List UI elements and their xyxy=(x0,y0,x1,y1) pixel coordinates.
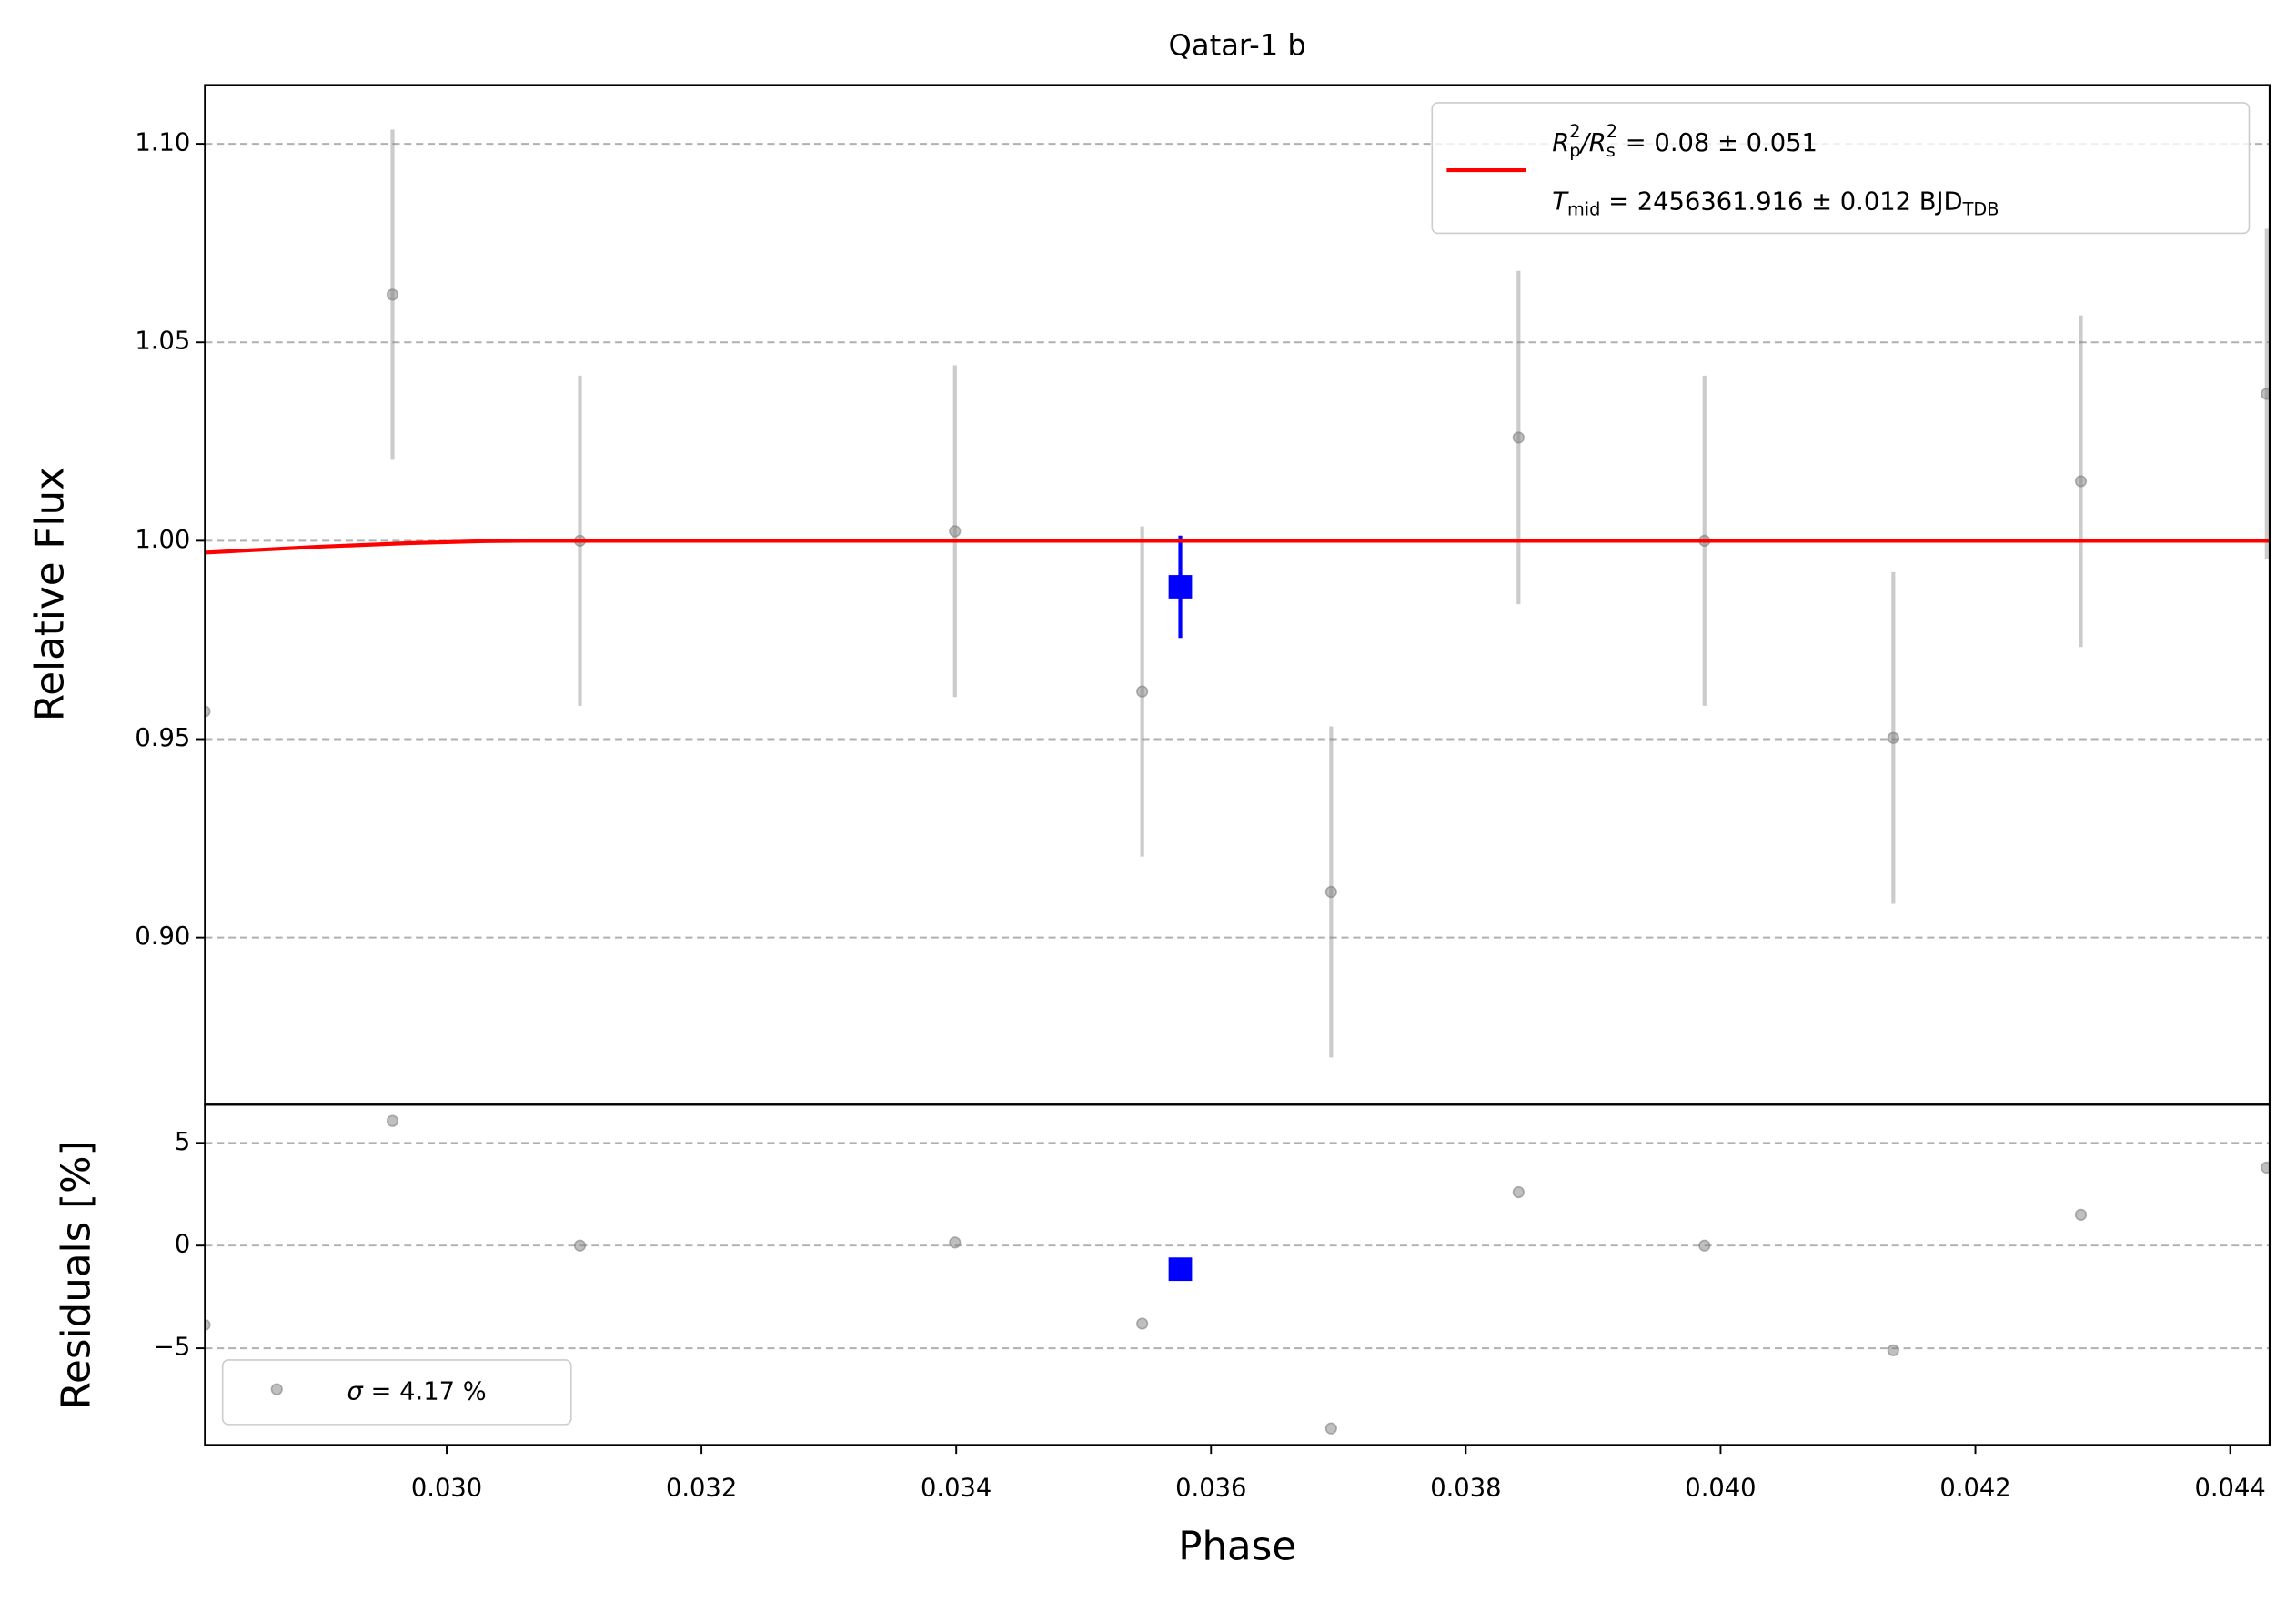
y-tick-label: 1.05 xyxy=(135,327,190,356)
axes-frame xyxy=(204,1103,2271,1446)
legend-box xyxy=(1431,102,2251,235)
x-axis-label: Phase xyxy=(1178,1524,1296,1569)
data-point xyxy=(2261,1161,2271,1174)
data-point xyxy=(1698,1239,1711,1252)
data-point xyxy=(2261,388,2271,400)
data-point xyxy=(573,1239,587,1252)
data-point xyxy=(1324,1422,1337,1435)
model-line xyxy=(205,539,2271,555)
binned-point xyxy=(1168,1257,1193,1282)
legend-label-part: 2 xyxy=(1569,121,1580,142)
data-point xyxy=(1324,885,1337,899)
legend-label-part: = 0.08 ± 0.051 xyxy=(1617,129,1818,157)
legend-label-part: T xyxy=(1552,187,1569,216)
data-point xyxy=(949,525,962,538)
data-point xyxy=(1887,731,1899,744)
legend-label-part: /R xyxy=(1579,129,1606,157)
y-tick-label: 1.10 xyxy=(135,129,190,157)
legend-label-part: 2 xyxy=(1606,121,1617,142)
data-point xyxy=(1136,1317,1149,1330)
data-point xyxy=(1136,685,1149,698)
x-tick-label: 0.038 xyxy=(1430,1474,1501,1502)
y-tick-label: 0.95 xyxy=(135,724,190,752)
binned-point xyxy=(1168,575,1193,599)
series-layer xyxy=(205,1114,2271,1435)
plot-area: 0.900.951.001.051.10 Rp2/Rs2 = 0.08 ± 0.0… xyxy=(135,84,2271,1502)
x-tick-label: 0.032 xyxy=(666,1474,737,1502)
x-tick-label: 0.034 xyxy=(921,1474,992,1502)
legend-box xyxy=(221,1359,572,1426)
legend: σ = 4.17 % xyxy=(221,1359,572,1426)
y-tick-label: 5 xyxy=(175,1128,190,1156)
legend-label-part: = 4.17 % xyxy=(363,1377,487,1406)
legend-label-part: mid xyxy=(1567,198,1600,219)
x-tick-label: 0.044 xyxy=(2194,1474,2265,1502)
y-tick-label: 0 xyxy=(175,1231,190,1259)
x-tick-label: 0.040 xyxy=(1685,1474,1756,1502)
legend-label: σ = 4.17 % xyxy=(347,1377,486,1406)
legend-label: Tmid = 2456361.916 ± 0.012 BJDTDB xyxy=(1552,187,1999,219)
data-point xyxy=(1512,1185,1525,1199)
x-tick-label: 0.036 xyxy=(1175,1474,1246,1502)
legend-label-part: = 2456361.916 ± 0.012 BJD xyxy=(1600,187,1962,216)
data-point xyxy=(949,1236,962,1249)
y-tick-label: 1.00 xyxy=(135,526,190,554)
data-point xyxy=(386,288,399,301)
x-tick-label: 0.042 xyxy=(1939,1474,2010,1502)
y-axis-label: Residuals [%] xyxy=(54,1141,99,1410)
data-point xyxy=(205,1318,211,1331)
data-point xyxy=(2074,475,2088,488)
legend-label-part: σ xyxy=(347,1377,364,1406)
x-tick-label: 0.030 xyxy=(411,1474,482,1502)
y-axis-label: Relative Flux xyxy=(27,467,73,721)
legend-label-part: s xyxy=(1606,140,1616,161)
y-tick-label: −5 xyxy=(154,1334,190,1362)
legend-label-part: R xyxy=(1552,129,1569,157)
axes-frame xyxy=(204,84,2271,1106)
data-point xyxy=(205,705,211,718)
data-point xyxy=(386,1114,399,1127)
series-layer xyxy=(205,129,2271,1058)
data-point xyxy=(2074,1208,2088,1221)
legend-label: Rp2/Rs2 = 0.08 ± 0.051 xyxy=(1552,121,1818,161)
data-point xyxy=(1887,1344,1899,1356)
legend-label-part: p xyxy=(1569,140,1580,161)
chart-title: Qatar-1 b xyxy=(1169,28,1306,63)
legend-label-part: TDB xyxy=(1962,198,1999,219)
y-tick-label: 0.90 xyxy=(135,922,190,951)
legend-swatch xyxy=(270,1383,283,1395)
data-point xyxy=(1512,431,1525,444)
